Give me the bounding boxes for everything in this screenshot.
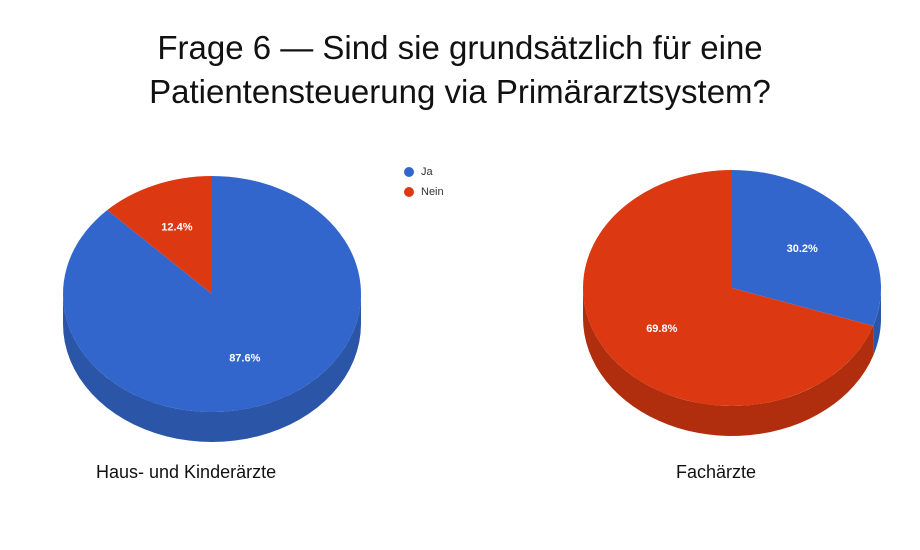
pie-1-label-ja: 30.2%	[787, 243, 818, 255]
pie-1-slice-ja	[732, 170, 882, 326]
legend-item-nein: Nein	[404, 182, 444, 202]
pie-1-side-ja	[873, 288, 881, 356]
pie-1-slice-nein	[583, 170, 874, 407]
pie-0-side-ja	[63, 294, 361, 442]
legend-swatch-nein	[404, 187, 414, 197]
pie-caption-fachaerzte: Fachärzte	[676, 462, 757, 482]
pie-1-label-nein: 69.8%	[646, 323, 677, 335]
chart-title-line-2: Patientensteuerung via Primärarztsystem?	[149, 73, 771, 110]
legend-label-ja: Ja	[421, 166, 433, 178]
chart-title: Frage 6 — Sind sie grundsätzlich für ein…	[0, 26, 920, 114]
legend-item-ja: Ja	[404, 162, 444, 182]
legend-swatch-ja	[404, 167, 414, 177]
legend: Ja Nein	[404, 162, 444, 202]
pie-0-slice-ja	[63, 175, 362, 412]
chart-title-line-1: Frage 6 — Sind sie grundsätzlich für ein…	[157, 29, 763, 66]
legend-label-nein: Nein	[421, 186, 444, 198]
pie-chart-1: 30.2% 69.8%	[583, 170, 882, 436]
pie-1-side-nein	[583, 288, 874, 436]
pie-0-label-ja: 87.6%	[229, 352, 260, 364]
pie-0-slice-nein	[107, 176, 212, 294]
pie-caption-haus-kinderaerzte: Haus- und Kinderärzte	[96, 462, 277, 482]
pie-chart-0: 87.6% 12.4%	[63, 175, 362, 442]
pie-0-label-nein: 12.4%	[161, 221, 192, 233]
